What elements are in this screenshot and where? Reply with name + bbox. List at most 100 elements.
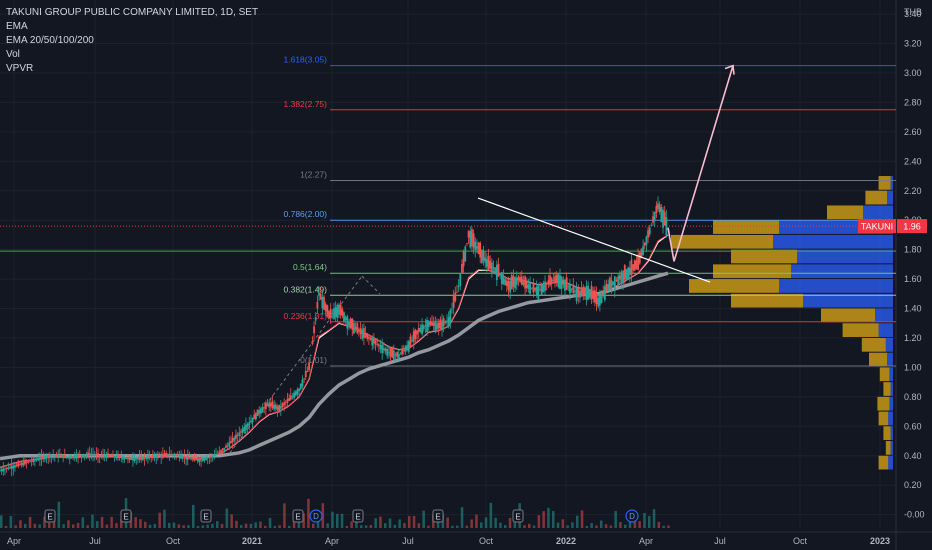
candle-body [414, 329, 417, 340]
candle-body [447, 316, 450, 326]
volume-bar [537, 515, 541, 528]
vpvr-bar-up [713, 220, 779, 234]
vpvr-bar-down [797, 249, 893, 264]
volume-bar [249, 523, 253, 528]
vpvr-bar-up [842, 323, 879, 337]
indicator-vpvr[interactable]: VPVR [6, 63, 34, 74]
vpvr-bar-down [888, 411, 893, 426]
candle-body [341, 309, 344, 316]
candle-body [584, 287, 586, 295]
candle-body [472, 233, 475, 248]
volume-bar [484, 517, 488, 528]
candle-body [397, 354, 400, 359]
volume-bar [14, 525, 17, 528]
candle-body [45, 455, 48, 459]
volume-bar [148, 524, 152, 528]
symbol-title[interactable]: TAKUNI GROUP PUBLIC COMPANY LIMITED, 1D,… [6, 7, 259, 18]
volume-bar [230, 514, 233, 528]
volume-bar [48, 522, 51, 528]
volume-bar [460, 507, 464, 528]
candle-body [308, 362, 310, 371]
volume-bar [436, 519, 440, 528]
candle-body [67, 456, 70, 458]
volume-bar [633, 518, 637, 528]
candle-body [323, 296, 325, 310]
candle-body [577, 288, 580, 297]
vpvr-bar-down [889, 367, 893, 382]
candle-body [580, 287, 583, 296]
earnings-marker-box [120, 509, 132, 523]
candle-body [168, 453, 171, 456]
candle-body [610, 280, 613, 291]
candle-body [557, 274, 560, 288]
candle-body [480, 249, 483, 263]
volume-bar [508, 517, 512, 528]
candle-body [10, 465, 13, 470]
candle-body [515, 277, 518, 285]
candle-body [7, 467, 10, 470]
candle-body [97, 453, 99, 457]
candle-body [567, 286, 570, 288]
candle-body [633, 260, 636, 271]
volume-bar [652, 509, 656, 528]
x-tick-label: Apr [7, 536, 21, 546]
candle-body [452, 296, 455, 308]
candle-body [180, 454, 183, 459]
vpvr-bar-down [887, 190, 893, 205]
x-tick-label: Apr [639, 536, 653, 546]
candle-body [211, 455, 214, 457]
volume-bar [321, 503, 325, 528]
candle-body [387, 352, 390, 354]
x-tick-label: Jul [402, 536, 414, 546]
volume-bar [4, 525, 8, 528]
volume-bar [489, 502, 493, 528]
vpvr-bar-up [878, 176, 891, 190]
fib-level-label: 1(2.27) [300, 169, 327, 179]
volume-bar [105, 524, 109, 528]
x-tick-label: Oct [479, 536, 494, 546]
candle-body [662, 209, 664, 228]
candle-body [645, 236, 648, 245]
candle-body [293, 392, 296, 399]
candle-body [108, 454, 111, 457]
candle-body [520, 276, 523, 285]
dividend-marker-label: D [629, 512, 635, 521]
candle-body [353, 323, 355, 334]
candle-body [236, 435, 239, 436]
candle-body [230, 441, 232, 443]
candle-body [444, 321, 447, 323]
vpvr-bar-down [890, 176, 893, 190]
volume-bar [115, 523, 118, 528]
y-tick-label: 0.80 [904, 392, 922, 402]
volume-bar [619, 522, 622, 528]
candle-body [240, 431, 242, 433]
y-tick-label: 1.40 [904, 304, 922, 314]
candle-body [5, 467, 8, 469]
candle-body [191, 458, 194, 460]
indicator-ema-multi[interactable]: EMA 20/50/100/200 [6, 35, 94, 46]
vpvr-bar-down [887, 352, 893, 367]
candle-body [142, 457, 144, 461]
candle-body [392, 350, 395, 361]
indicator-volume[interactable]: Vol [6, 49, 20, 60]
candle-body [220, 450, 222, 453]
candle-body [333, 308, 335, 319]
x-tick-label: Apr [325, 536, 339, 546]
candle-body [48, 454, 51, 459]
candle-body [364, 332, 367, 338]
candle-body [70, 455, 73, 459]
candle-body [256, 409, 259, 416]
candle-body [250, 420, 252, 423]
earnings-marker-label: E [47, 513, 52, 522]
candle-body [544, 281, 546, 291]
volume-bar [532, 525, 536, 528]
candle-body [128, 456, 131, 460]
candle-body [346, 316, 349, 329]
candle-body [235, 434, 237, 439]
candle-body [439, 319, 442, 329]
candle-body [560, 277, 563, 289]
candle-body [77, 454, 79, 457]
indicator-ema[interactable]: EMA [6, 21, 28, 32]
candle-body [336, 304, 339, 318]
